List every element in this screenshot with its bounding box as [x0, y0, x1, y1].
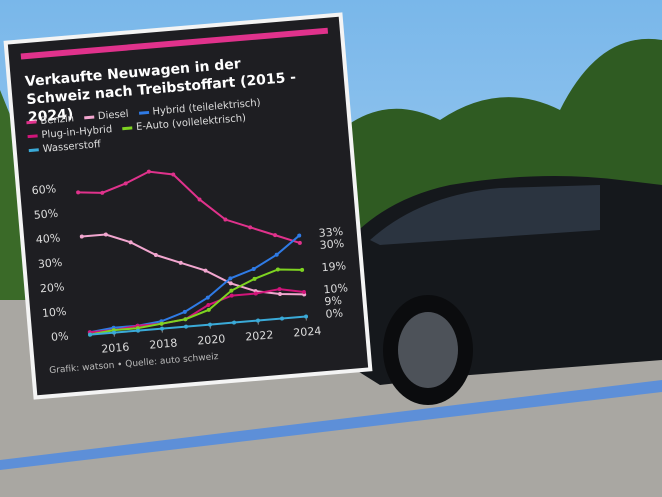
end-label: 33%: [318, 225, 343, 240]
data-point: [197, 197, 202, 202]
legend-label: Plug-in-Hybrid: [41, 124, 113, 141]
x-tick-label: 2020: [197, 332, 226, 347]
legend-label: Benzin: [39, 113, 75, 128]
x-tick-label: 2018: [149, 336, 178, 351]
end-label: 9%: [324, 294, 342, 308]
y-tick-label: 60%: [31, 182, 56, 197]
x-tick-label: 2022: [245, 328, 274, 343]
series-line: [78, 170, 301, 244]
data-point: [88, 332, 93, 337]
data-point: [277, 287, 282, 292]
data-point: [160, 326, 165, 331]
legend-swatch: [83, 115, 95, 120]
data-point: [153, 253, 158, 258]
y-tick-label: 0%: [51, 329, 69, 343]
legend-swatch: [28, 148, 39, 153]
data-point: [273, 233, 278, 238]
data-point: [136, 328, 141, 333]
chart-card: Verkaufte Neuwagen in der Schweiz nach T…: [7, 16, 369, 396]
legend-swatch: [122, 126, 133, 131]
series-line: [81, 233, 305, 296]
y-tick-label: 10%: [41, 305, 66, 320]
data-point: [128, 240, 133, 245]
x-tick-label: 2024: [293, 324, 322, 339]
data-point: [205, 295, 210, 300]
data-point: [228, 276, 233, 281]
data-point: [206, 307, 211, 312]
data-point: [123, 181, 128, 186]
data-point: [103, 232, 108, 237]
data-point: [304, 314, 309, 319]
legend-swatch: [26, 120, 37, 125]
end-label: 19%: [321, 259, 346, 274]
data-point: [252, 276, 257, 281]
data-point: [228, 281, 233, 286]
data-point: [76, 190, 81, 195]
data-point: [229, 288, 234, 293]
data-point: [183, 317, 188, 322]
end-label: 10%: [323, 281, 348, 296]
end-label: 0%: [325, 306, 343, 320]
data-point: [251, 267, 256, 272]
data-point: [297, 233, 302, 238]
data-point: [208, 322, 213, 327]
data-point: [301, 289, 306, 294]
data-point: [178, 260, 183, 265]
y-tick-label: 30%: [37, 256, 62, 271]
data-point: [146, 169, 151, 174]
data-point: [256, 318, 261, 323]
data-point: [275, 267, 280, 272]
y-tick-label: 50%: [33, 207, 58, 222]
data-point: [203, 268, 208, 273]
data-point: [297, 240, 302, 245]
data-point: [229, 293, 234, 298]
legend-item: Wasserstoff: [28, 139, 101, 156]
legend-swatch: [138, 110, 149, 115]
data-point: [171, 172, 176, 177]
data-point: [232, 320, 237, 325]
data-point: [79, 234, 84, 239]
legend-swatch: [27, 134, 38, 139]
data-point: [277, 291, 282, 296]
data-point: [112, 330, 117, 335]
legend-label: Wasserstoff: [42, 139, 102, 155]
series-line: [89, 234, 300, 334]
y-tick-label: 20%: [39, 280, 64, 295]
data-point: [182, 309, 187, 314]
series-line: [89, 315, 307, 336]
data-point: [159, 321, 164, 326]
data-point: [223, 217, 228, 222]
data-point: [274, 252, 279, 257]
x-tick-label: 2016: [101, 340, 130, 355]
legend-item: Diesel: [83, 108, 130, 124]
data-point: [184, 324, 189, 329]
data-point: [248, 225, 253, 230]
data-point: [300, 267, 305, 272]
data-point: [253, 291, 258, 296]
data-point: [280, 316, 285, 321]
series-line: [89, 288, 305, 334]
data-point: [206, 302, 211, 307]
y-tick-label: 40%: [35, 231, 60, 246]
legend-label: Diesel: [97, 108, 130, 123]
plot: 0% 10% 20% 30% 40% 50% 60% 2016 2018 2020 2022 2024…: [31, 169, 348, 356]
end-label: 30%: [319, 237, 344, 252]
series-line: [89, 268, 303, 336]
data-point: [100, 190, 105, 195]
